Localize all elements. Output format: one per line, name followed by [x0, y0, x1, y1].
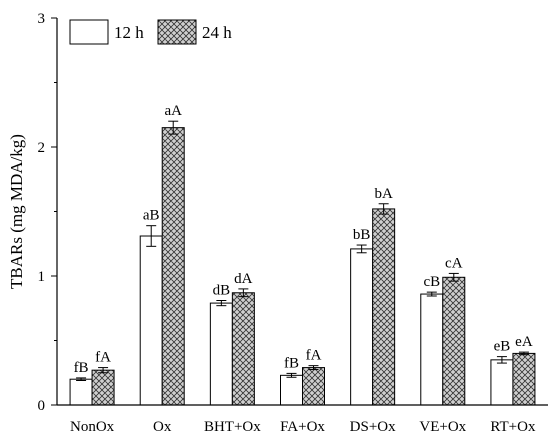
y-tick-label: 1 — [38, 269, 46, 285]
error-bar — [98, 367, 109, 374]
bar-12h-0 — [69, 378, 93, 406]
y-axis-label: TBARs (mg MDA/kg) — [7, 134, 26, 289]
x-tick-label: DS+Ox — [350, 419, 396, 435]
y-tick-label: 0 — [38, 398, 46, 414]
error-bar — [448, 272, 459, 282]
significance-label: cB — [423, 274, 440, 290]
x-tick-label: FA+Ox — [280, 419, 325, 435]
significance-label: dA — [234, 271, 253, 287]
error-bar — [216, 300, 227, 307]
significance-label: aA — [164, 103, 182, 119]
legend-label: 12 h — [114, 23, 144, 42]
y-tick-label: 3 — [38, 11, 46, 27]
bar-12h-4 — [350, 248, 374, 406]
significance-label: fB — [74, 360, 89, 376]
x-tick-label: VE+Ox — [419, 419, 466, 435]
error-bar — [146, 225, 157, 247]
significance-label: eB — [494, 339, 511, 355]
bar-12h-3 — [280, 374, 303, 406]
significance-label: fB — [284, 355, 299, 371]
bar-24h-6 — [512, 352, 536, 406]
bar-12h-1 — [139, 235, 163, 406]
significance-label: dB — [213, 283, 231, 299]
error-bar — [308, 365, 319, 371]
error-bar — [356, 244, 367, 254]
bar-24h-2 — [231, 292, 255, 406]
significance-label: fA — [95, 350, 111, 366]
legend-swatch-24h — [157, 19, 197, 45]
significance-label: cA — [445, 255, 463, 271]
bar-24h-5 — [442, 276, 466, 406]
significance-label: bA — [374, 186, 393, 202]
bar-24h-3 — [302, 367, 325, 406]
significance-label: bB — [353, 227, 371, 243]
x-tick-label: Ox — [153, 419, 172, 435]
error-bar — [378, 203, 389, 215]
bar-24h-1 — [161, 127, 185, 406]
x-tick-label: RT+Ox — [490, 419, 536, 435]
x-tick-label: NonOx — [70, 419, 115, 435]
error-bar — [426, 291, 437, 297]
bar-12h-2 — [209, 302, 233, 406]
error-bar — [168, 120, 179, 135]
error-bar — [238, 288, 249, 298]
bar-12h-5 — [420, 293, 444, 406]
legend-label: 24 h — [202, 23, 232, 42]
error-bar — [496, 356, 507, 364]
significance-label: fA — [306, 348, 322, 364]
error-bar — [518, 351, 529, 356]
bar-12h-6 — [490, 359, 514, 406]
y-tick-label: 2 — [38, 140, 46, 156]
significance-label: aB — [143, 208, 160, 224]
bar-24h-4 — [372, 208, 396, 406]
legend-swatch-12h — [69, 19, 109, 45]
significance-label: eA — [515, 334, 533, 350]
error-bar — [286, 372, 297, 378]
error-bar — [76, 377, 87, 381]
bar-24h-0 — [91, 369, 115, 406]
x-tick-label: BHT+Ox — [204, 419, 261, 435]
